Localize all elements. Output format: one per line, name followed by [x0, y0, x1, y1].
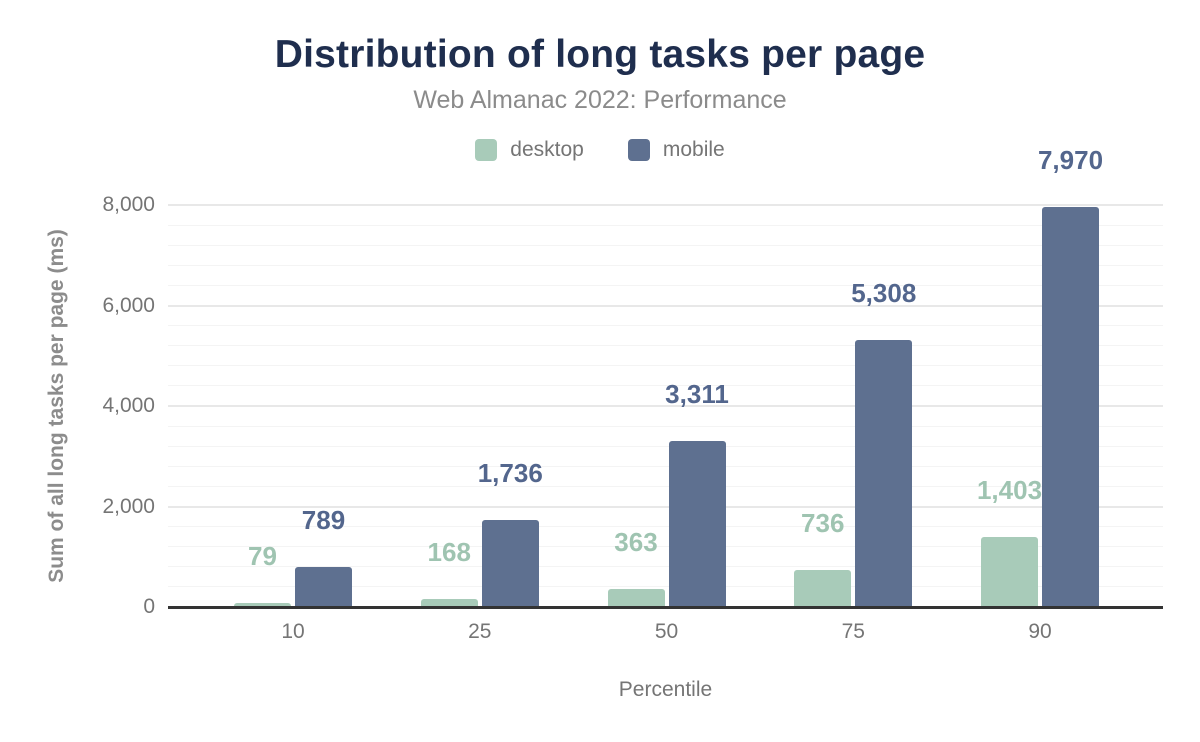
- y-tick-label: 8,000: [102, 193, 155, 216]
- mobile-data-label: 3,311: [665, 378, 729, 409]
- minor-gridline: [168, 566, 1163, 568]
- minor-gridline: [168, 224, 1163, 226]
- desktop-data-label: 168: [427, 536, 471, 567]
- mobile-data-label: 7,970: [1037, 144, 1104, 175]
- major-gridline: [168, 204, 1163, 206]
- legend-item-desktop: desktop: [475, 138, 584, 162]
- minor-gridline: [168, 264, 1163, 266]
- plot-area: 79 789 168 1,736 363 3,311 736 5,308 1,403 7,970: [168, 147, 1163, 609]
- legend-label-mobile: mobile: [662, 138, 725, 161]
- mobile-bar: [295, 567, 352, 607]
- major-gridline: [168, 505, 1163, 508]
- minor-gridline: [168, 485, 1163, 487]
- x-tick-label: 25: [468, 620, 492, 643]
- x-tick-label: 90: [1028, 620, 1052, 643]
- mobile-bar: [481, 519, 539, 607]
- desktop-swatch-icon: [475, 139, 498, 161]
- chart-subtitle: Web Almanac 2022: Performance: [413, 86, 787, 114]
- major-gridline: [168, 304, 1163, 307]
- x-axis-line: [168, 606, 1163, 609]
- x-tick-label: 10: [281, 620, 305, 643]
- y-tick-label: 4,000: [102, 394, 155, 417]
- minor-gridline: [168, 325, 1163, 327]
- y-tick-label: 2,000: [102, 494, 155, 518]
- desktop-data-label: 79: [248, 541, 277, 572]
- x-tick-label: 75: [841, 620, 865, 643]
- major-gridline: [168, 405, 1163, 407]
- desktop-data-label: 1,403: [976, 474, 1043, 505]
- mobile-data-label: 1,736: [477, 457, 543, 488]
- minor-gridline: [168, 445, 1163, 447]
- x-axis-title: Percentile: [618, 678, 713, 701]
- minor-gridline: [168, 425, 1163, 427]
- minor-gridline: [168, 465, 1163, 467]
- minor-gridline: [168, 586, 1163, 588]
- legend-label-desktop: desktop: [510, 138, 584, 161]
- mobile-bar: [855, 340, 913, 607]
- minor-gridline: [168, 365, 1163, 367]
- mobile-data-label: 5,308: [851, 278, 917, 309]
- desktop-bar: [981, 536, 1038, 607]
- mobile-swatch-icon: [627, 139, 650, 161]
- minor-gridline: [168, 526, 1163, 528]
- desktop-bar: [234, 603, 291, 607]
- chart-title: Distribution of long tasks per page: [274, 33, 926, 76]
- legend: desktop mobile: [0, 138, 1200, 162]
- mobile-bar: [668, 440, 726, 607]
- minor-gridline: [168, 345, 1163, 347]
- mobile-data-label: 789: [301, 505, 346, 536]
- y-tick-label: 0: [143, 595, 155, 618]
- x-tick-label: 50: [654, 620, 679, 643]
- minor-gridline: [168, 546, 1163, 548]
- desktop-bar: [794, 570, 852, 607]
- desktop-bar: [420, 598, 478, 607]
- desktop-bar: [607, 588, 665, 607]
- y-tick-label: 6,000: [102, 293, 155, 317]
- desktop-data-label: 363: [614, 526, 658, 557]
- legend-item-mobile: mobile: [627, 138, 725, 162]
- desktop-data-label: 736: [801, 508, 845, 539]
- minor-gridline: [168, 385, 1163, 387]
- minor-gridline: [168, 244, 1163, 246]
- mobile-bar: [1042, 206, 1099, 607]
- minor-gridline: [168, 284, 1163, 286]
